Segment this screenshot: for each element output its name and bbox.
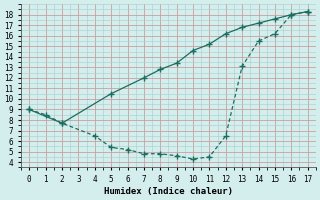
X-axis label: Humidex (Indice chaleur): Humidex (Indice chaleur) xyxy=(104,187,233,196)
